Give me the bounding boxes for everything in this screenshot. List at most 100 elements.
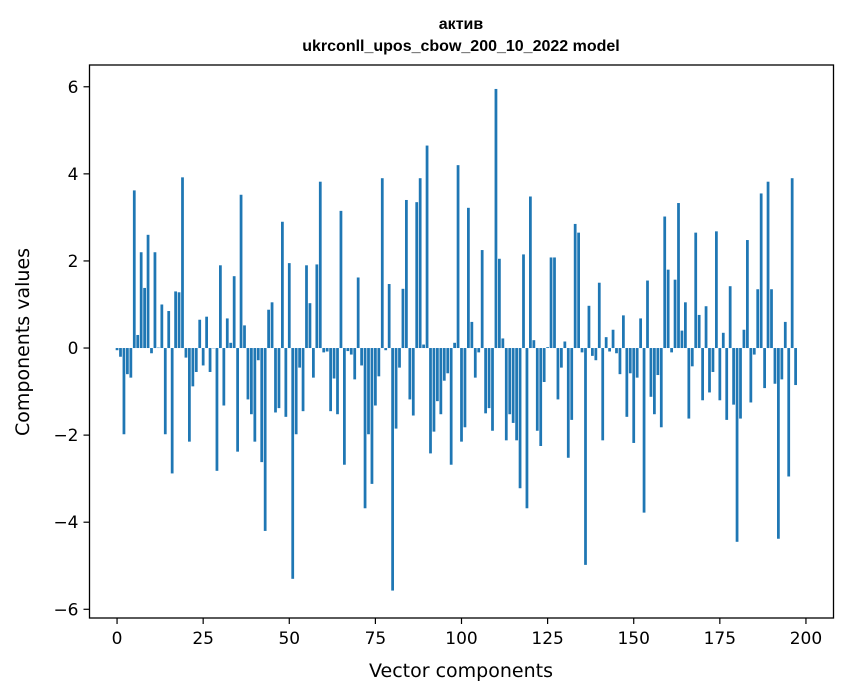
bar-136 bbox=[584, 348, 587, 565]
bar-154 bbox=[646, 280, 649, 349]
bar-127 bbox=[553, 257, 556, 349]
chart-title: актив bbox=[439, 16, 484, 33]
bar-129 bbox=[560, 348, 563, 368]
bar-196 bbox=[790, 178, 794, 349]
bar-116 bbox=[515, 348, 518, 441]
bar-186 bbox=[756, 289, 760, 349]
bar-98 bbox=[453, 342, 456, 349]
x-axis: 0 25 50 75 100 125 150 175 200 bbox=[112, 618, 822, 649]
bar-119 bbox=[525, 348, 529, 509]
bar-9 bbox=[146, 234, 150, 349]
bar-134 bbox=[577, 232, 580, 349]
bar-170 bbox=[701, 348, 704, 401]
bar-19 bbox=[181, 177, 184, 349]
bar-10 bbox=[150, 348, 153, 354]
bar-137 bbox=[587, 305, 591, 349]
bar-139 bbox=[594, 348, 598, 361]
bar-115 bbox=[511, 348, 515, 423]
bar-8 bbox=[143, 287, 146, 349]
bar-13 bbox=[160, 304, 164, 349]
bar-180 bbox=[735, 348, 739, 542]
bar-148 bbox=[625, 348, 629, 417]
bar-92 bbox=[432, 348, 436, 432]
bar-144 bbox=[611, 329, 615, 349]
x-tick-label: 100 bbox=[445, 629, 477, 649]
bar-118 bbox=[522, 254, 525, 349]
bar-83 bbox=[401, 288, 405, 349]
y-tick-label: −2 bbox=[53, 426, 78, 446]
bar-132 bbox=[570, 348, 574, 420]
bar-17 bbox=[174, 291, 177, 349]
bar-29 bbox=[215, 348, 219, 471]
bar-165 bbox=[684, 302, 687, 349]
bar-107 bbox=[484, 348, 487, 414]
bar-169 bbox=[697, 314, 701, 349]
bar-190 bbox=[770, 289, 773, 349]
bar-126 bbox=[549, 257, 553, 349]
bar-45 bbox=[270, 302, 274, 349]
bar-168 bbox=[694, 232, 698, 349]
bar-176 bbox=[721, 332, 725, 349]
bar-37 bbox=[243, 325, 246, 349]
bar-39 bbox=[250, 348, 253, 415]
bar-112 bbox=[501, 338, 505, 349]
bar-172 bbox=[708, 348, 711, 393]
bar-138 bbox=[591, 348, 594, 356]
bar-58 bbox=[315, 264, 319, 349]
bar-94 bbox=[439, 348, 443, 415]
bar-53 bbox=[298, 348, 301, 368]
bar-145 bbox=[615, 348, 618, 354]
bar-157 bbox=[656, 348, 660, 376]
bar-193 bbox=[780, 348, 784, 380]
bar-60 bbox=[322, 348, 326, 353]
bar-34 bbox=[232, 276, 236, 349]
x-tick-label: 150 bbox=[617, 629, 649, 649]
bar-80 bbox=[391, 348, 394, 591]
bar-146 bbox=[618, 348, 622, 375]
bar-90 bbox=[425, 145, 429, 349]
bar-20 bbox=[184, 348, 188, 358]
bar-163 bbox=[677, 203, 680, 349]
bar-113 bbox=[504, 348, 508, 441]
bar-65 bbox=[339, 210, 343, 349]
bar-162 bbox=[673, 279, 677, 349]
bar-63 bbox=[332, 348, 336, 379]
bar-143 bbox=[608, 348, 611, 352]
bar-151 bbox=[635, 348, 639, 378]
bar-120 bbox=[529, 196, 532, 349]
bar-64 bbox=[336, 348, 339, 415]
bar-130 bbox=[563, 341, 567, 349]
y-tick-label: 0 bbox=[68, 339, 79, 359]
bar-152 bbox=[639, 318, 642, 349]
bar-11 bbox=[153, 252, 157, 349]
bar-99 bbox=[456, 165, 460, 349]
bar-50 bbox=[287, 263, 291, 349]
bar-18 bbox=[177, 292, 181, 349]
bar-166 bbox=[687, 348, 691, 419]
bar-167 bbox=[690, 348, 694, 367]
bar-95 bbox=[442, 348, 446, 381]
bar-182 bbox=[742, 329, 746, 349]
x-tick-label: 75 bbox=[365, 629, 387, 649]
bar-184 bbox=[749, 348, 753, 403]
bar-77 bbox=[380, 178, 384, 349]
bar-140 bbox=[597, 282, 601, 349]
y-tick-label: −6 bbox=[53, 600, 78, 620]
bar-67 bbox=[346, 348, 350, 352]
bar-114 bbox=[508, 348, 512, 415]
bar-24 bbox=[198, 319, 202, 349]
bar-48 bbox=[281, 221, 284, 349]
bar-76 bbox=[377, 348, 381, 377]
bar-68 bbox=[349, 348, 353, 355]
bar-155 bbox=[649, 348, 653, 397]
bar-189 bbox=[766, 181, 770, 349]
bar-149 bbox=[628, 348, 632, 374]
bar-96 bbox=[446, 348, 450, 374]
bar-78 bbox=[384, 348, 388, 351]
bar-85 bbox=[408, 348, 412, 400]
bar-32 bbox=[225, 318, 229, 349]
chart-subtitle: ukrconll_upos_cbow_200_10_2022 model bbox=[302, 38, 619, 55]
bar-88 bbox=[418, 178, 422, 349]
bar-153 bbox=[642, 348, 646, 513]
bar-188 bbox=[763, 348, 766, 389]
